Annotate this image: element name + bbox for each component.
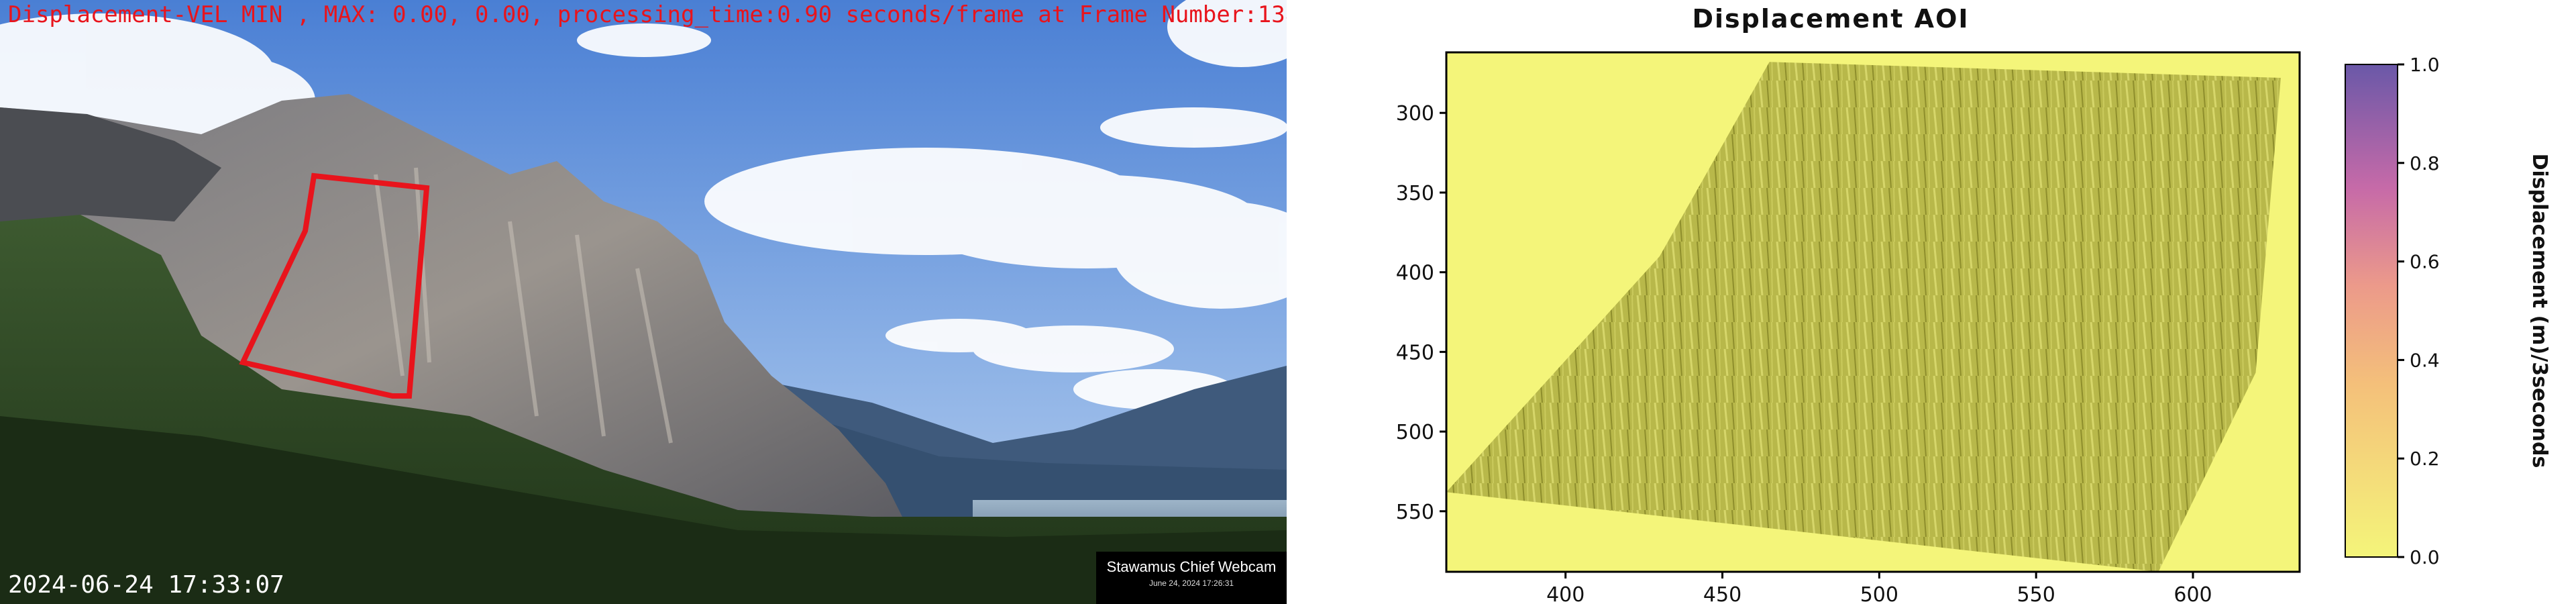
displacement-plot-panel: Displacement AOI	[1287, 0, 2576, 604]
colorbar-tick-label: 0.8	[2410, 152, 2440, 174]
y-tick-label: 500	[1396, 421, 1434, 444]
x-tick-label: 550	[2017, 583, 2055, 604]
y-tick-label: 300	[1396, 102, 1434, 125]
x-tick-label: 500	[1860, 583, 1898, 604]
colorbar-label: Displacement (m)/3seconds	[2528, 154, 2551, 468]
y-tick-label: 550	[1396, 501, 1434, 524]
x-tick-label: 400	[1546, 583, 1585, 604]
colorbar-tick-label: 0.4	[2410, 349, 2440, 371]
watermark-date: June 24, 2024 17:26:31	[1096, 578, 1287, 588]
colorbar-tick-label: 0.6	[2410, 251, 2440, 273]
capture-timestamp: 2024-06-24 17:33:07	[8, 571, 284, 599]
y-tick-label: 400	[1396, 262, 1434, 285]
watermark-name: Stawamus Chief Webcam	[1096, 558, 1287, 576]
webcam-panel: Displacement-VEL MIN , MAX: 0.00, 0.00, …	[0, 0, 1287, 604]
colorbar	[2345, 64, 2398, 557]
y-tick-label: 450	[1396, 341, 1434, 364]
colorbar-ticks: 0.0 0.2 0.4 0.6 0.8 1.0	[2398, 54, 2440, 568]
y-tick-label: 350	[1396, 182, 1434, 205]
colorbar-tick-label: 0.2	[2410, 448, 2440, 470]
x-axis: 400 450 500 550 600	[1546, 572, 2212, 604]
colorbar-tick-label: 1.0	[2410, 54, 2440, 76]
colorbar-tick-label: 0.0	[2410, 546, 2440, 568]
x-tick-label: 450	[1703, 583, 1741, 604]
webcam-watermark: Stawamus Chief Webcam June 24, 2024 17:2…	[1096, 552, 1287, 604]
y-axis: 300 350 400 450 500 550	[1396, 102, 1446, 524]
x-tick-label: 600	[2174, 583, 2212, 604]
overlay-status-text: Displacement-VEL MIN , MAX: 0.00, 0.00, …	[8, 1, 1287, 28]
webcam-image	[0, 0, 1287, 604]
